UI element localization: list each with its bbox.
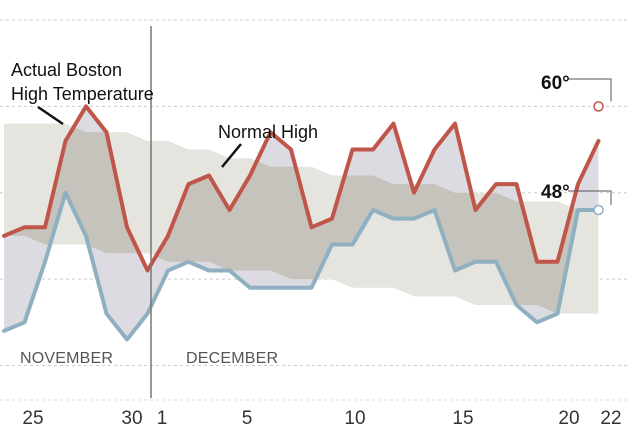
x-tick-label: 10 — [344, 408, 365, 429]
month-label: DECEMBER — [186, 350, 278, 367]
high-end-value-label: 60° — [541, 73, 570, 94]
high-temperature-annotation: Actual Boston — [11, 60, 122, 80]
low-end-leader — [568, 190, 612, 205]
x-tick-label: 20 — [558, 408, 579, 429]
x-tick-label: 25 — [22, 408, 43, 429]
low-temperature-line — [2, 190, 601, 342]
x-tick-label: 30 — [121, 408, 142, 429]
x-tick-label: 5 — [242, 408, 253, 429]
low-end-marker — [593, 204, 604, 216]
month-label: NOVEMBER — [20, 350, 113, 367]
high-end-marker — [593, 101, 604, 112]
normal-annotation-pointer — [221, 143, 242, 168]
high-temperature-line — [2, 104, 601, 273]
normal-high-annotation: Normal High — [218, 122, 318, 142]
x-tick-label: 15 — [452, 408, 473, 429]
high-temperature-annotation: High Temperature — [11, 84, 154, 104]
series-lines — [2, 104, 601, 342]
low-end-value-label: 48° — [541, 182, 570, 203]
high-annotation-pointer — [37, 105, 64, 126]
high-end-leader — [568, 78, 612, 102]
x-tick-label: 22 — [600, 408, 621, 429]
range-fill — [4, 106, 599, 340]
x-tick-label: 1 — [157, 408, 168, 429]
